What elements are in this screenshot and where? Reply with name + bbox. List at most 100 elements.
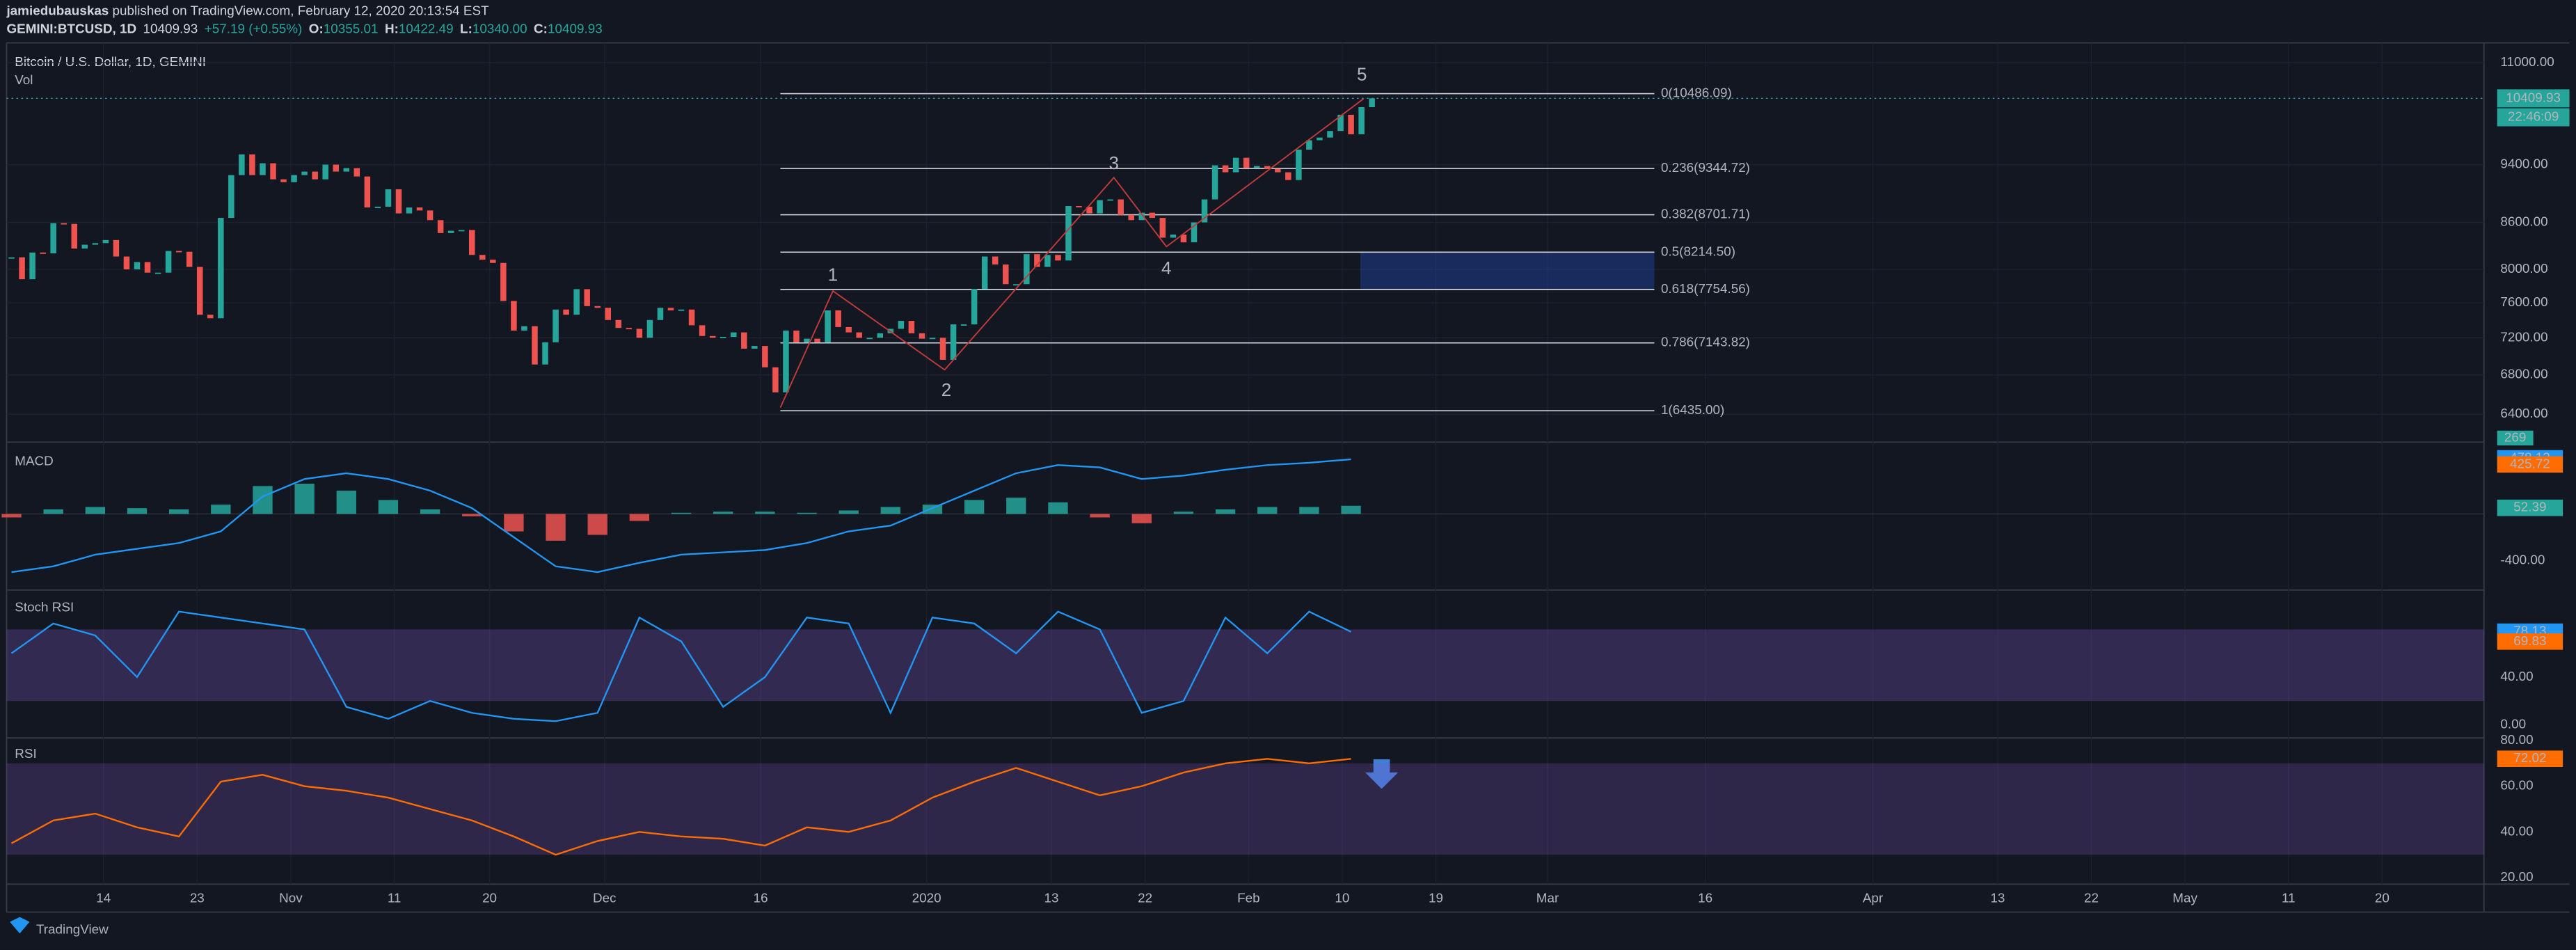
candle xyxy=(971,289,978,325)
fib-label: 0.786(7143.82) xyxy=(1661,335,1750,350)
candle xyxy=(134,262,141,270)
macd-bar xyxy=(713,512,733,514)
candle xyxy=(950,324,957,360)
macd-bar xyxy=(43,509,63,514)
candle xyxy=(939,338,946,360)
time-tick-label: 20 xyxy=(482,892,497,906)
rsi-line xyxy=(10,758,1351,856)
price-tick-label: 7600.00 xyxy=(2500,295,2547,310)
indicator-tick-label: 0.00 xyxy=(2500,717,2526,731)
macd-bar xyxy=(546,514,566,541)
candle xyxy=(814,338,820,342)
candle xyxy=(762,346,768,367)
brand: TradingView xyxy=(36,922,109,937)
candle xyxy=(1369,98,1375,107)
macd-bar xyxy=(1173,512,1194,514)
macd-bar xyxy=(880,507,901,514)
candle xyxy=(447,230,454,233)
ohlc-value: 10422.49 xyxy=(399,22,454,37)
macd-bar xyxy=(629,514,650,521)
candle xyxy=(196,267,203,315)
candle xyxy=(353,168,360,177)
macd-bar xyxy=(462,514,482,516)
price-tick-label: 6400.00 xyxy=(2500,406,2547,421)
candle xyxy=(825,310,831,342)
candle xyxy=(8,257,15,259)
time-tick-label: Dec xyxy=(593,892,617,906)
candle xyxy=(469,230,475,255)
candle xyxy=(1076,205,1082,207)
candle xyxy=(1348,114,1354,134)
candle xyxy=(667,308,674,311)
time-tick-label: 11 xyxy=(2282,892,2296,906)
ohlc-key: O: xyxy=(309,22,324,37)
price-tick-label: 8000.00 xyxy=(2500,262,2547,276)
candle xyxy=(1180,235,1187,243)
time-tick-label: 22 xyxy=(1138,892,1152,906)
candle xyxy=(1211,165,1218,200)
candle xyxy=(1149,212,1156,219)
candle xyxy=(1138,212,1145,221)
candle xyxy=(626,328,633,330)
indicator-badge xyxy=(2497,750,2563,768)
candle xyxy=(29,252,35,280)
indicator-badge-label: 69.83 xyxy=(2513,634,2546,649)
candle xyxy=(552,309,559,342)
candle xyxy=(280,179,287,182)
rsi-title: RSI xyxy=(15,747,36,761)
candle xyxy=(1285,172,1291,180)
candle xyxy=(333,164,339,172)
candle xyxy=(719,337,726,338)
candle xyxy=(992,256,999,265)
wave-label: 2 xyxy=(941,379,951,400)
candle xyxy=(416,207,423,211)
macd-bar xyxy=(1257,507,1278,514)
candle xyxy=(102,239,109,244)
candle xyxy=(81,244,88,249)
macd-bar xyxy=(294,483,315,514)
time-tick-label: 2020 xyxy=(912,892,941,906)
candle xyxy=(1024,254,1030,285)
candle xyxy=(605,308,612,320)
indicator-tick-label: 80.00 xyxy=(2500,733,2533,747)
candle xyxy=(479,255,486,260)
candle xyxy=(165,251,172,273)
indicator-badge xyxy=(2497,456,2563,473)
candle xyxy=(1086,207,1092,214)
time-tick-label: Apr xyxy=(1863,892,1883,906)
wave-label: 3 xyxy=(1109,152,1119,173)
time-tick-label: 16 xyxy=(754,892,768,906)
candle xyxy=(186,251,193,267)
candle xyxy=(1201,199,1208,223)
stoch-band xyxy=(6,629,2484,702)
macd-bar xyxy=(168,509,189,514)
published: published on TradingView.com, February 1… xyxy=(109,4,489,19)
candle xyxy=(207,315,214,319)
candle xyxy=(1044,255,1051,267)
wave-label: 1 xyxy=(828,264,838,285)
macd-bar xyxy=(1299,507,1319,514)
candle xyxy=(40,252,46,254)
candle xyxy=(563,309,569,315)
candle xyxy=(741,332,747,349)
candle xyxy=(260,163,266,175)
price-badge xyxy=(2497,89,2570,108)
time-tick-label: 14 xyxy=(96,892,111,906)
candle xyxy=(699,325,706,336)
candle xyxy=(594,306,601,308)
macd-bar xyxy=(1341,505,1361,514)
candle xyxy=(144,262,151,273)
candle xyxy=(752,346,758,349)
candle xyxy=(657,308,664,320)
candle xyxy=(730,332,737,338)
candle xyxy=(1055,255,1061,261)
candle xyxy=(1275,168,1281,173)
candle xyxy=(678,309,685,311)
candle xyxy=(1107,199,1113,201)
macd-bar xyxy=(797,512,817,514)
candle xyxy=(1253,166,1260,168)
candle xyxy=(845,326,852,333)
